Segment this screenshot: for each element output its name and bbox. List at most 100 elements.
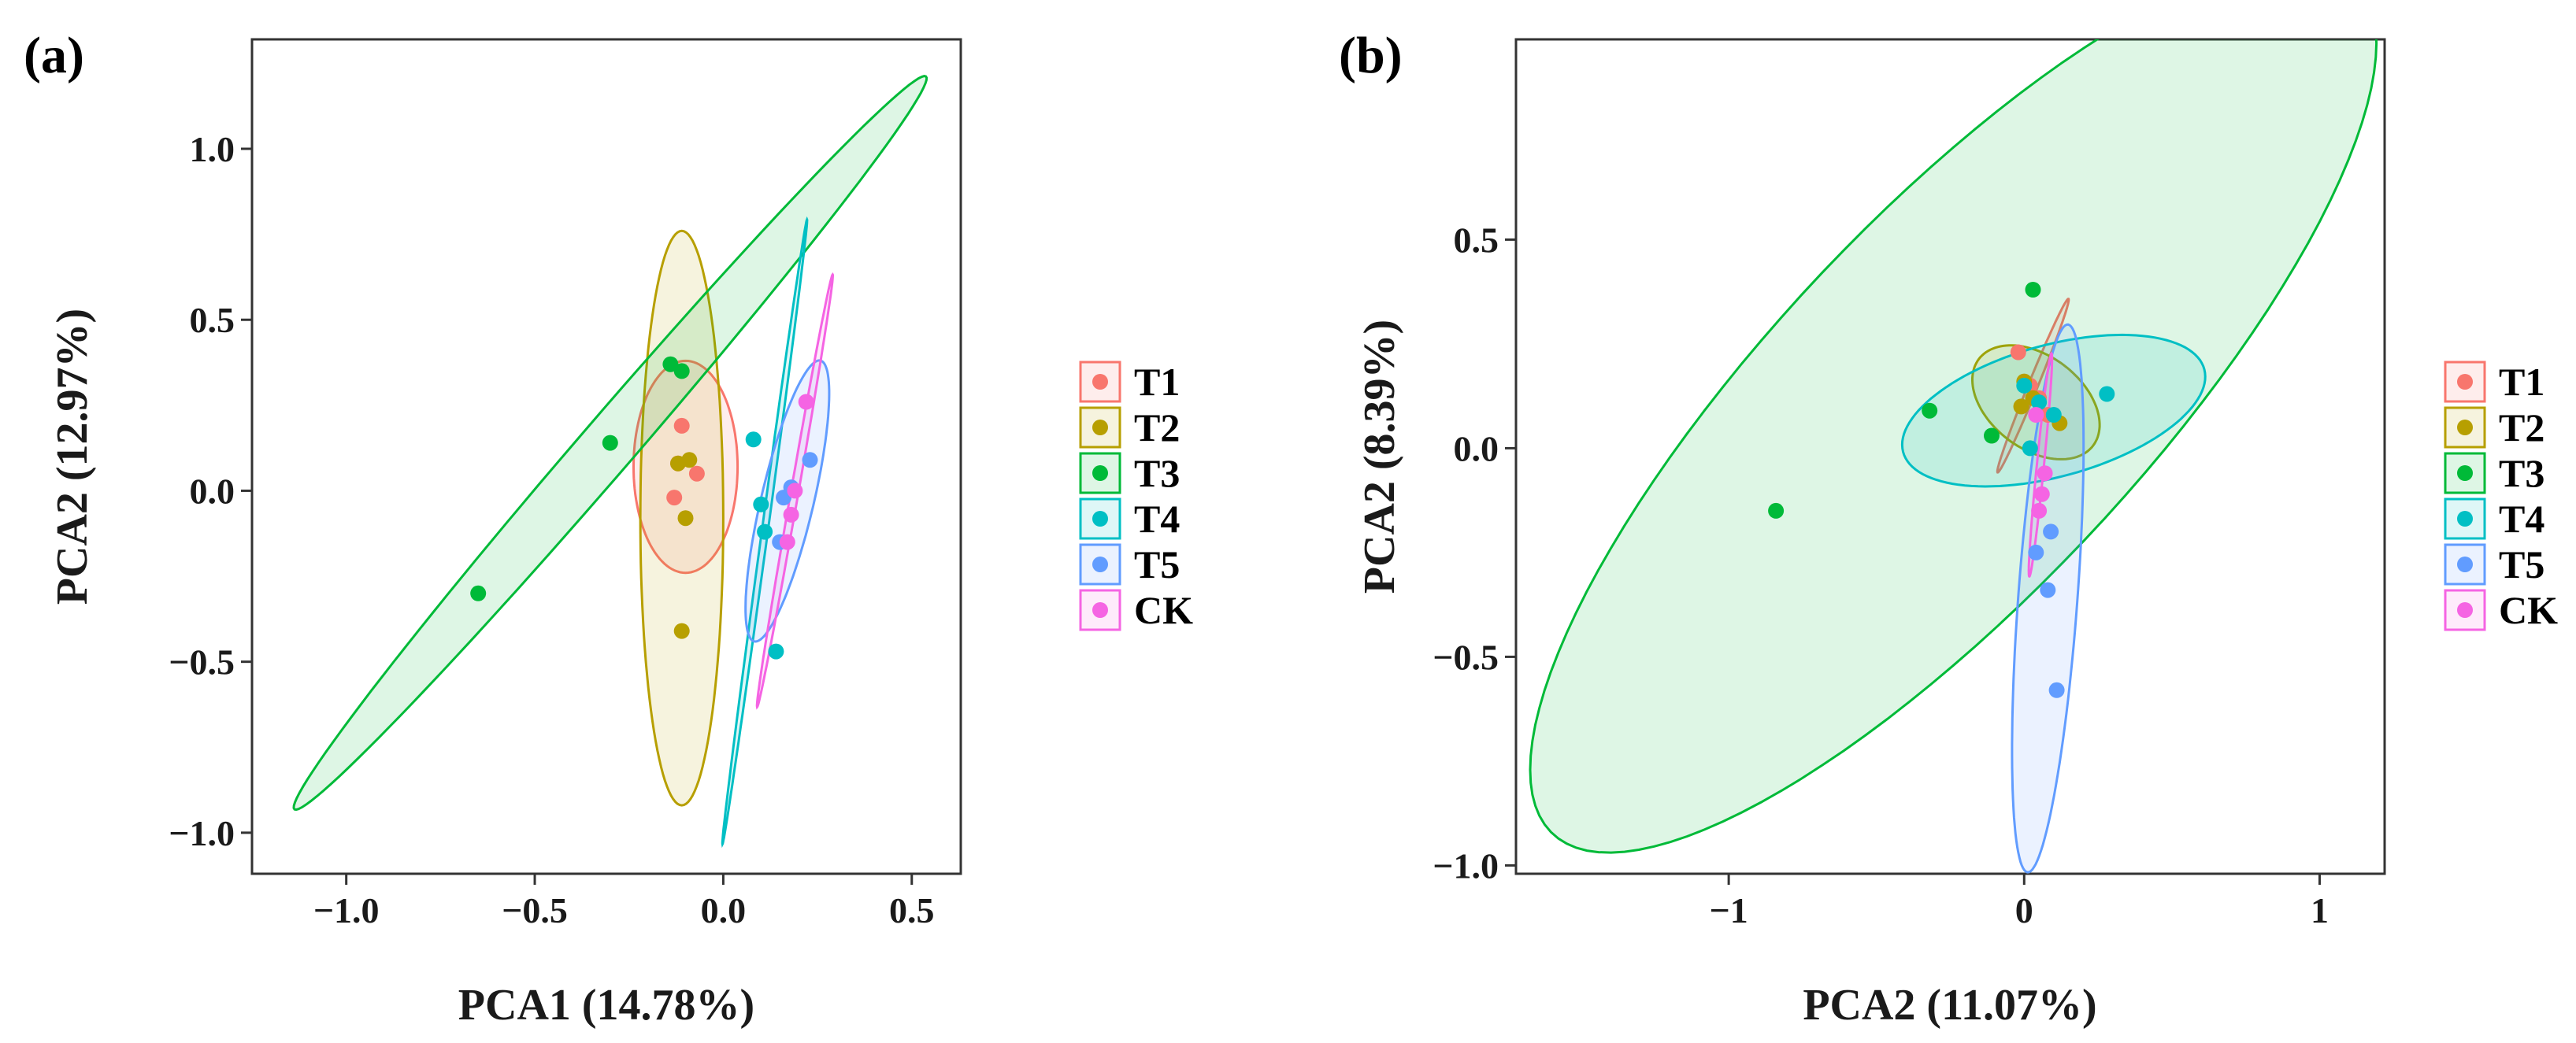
legend-label-ck: CK [1134, 588, 1193, 632]
legend-dot-ck [2457, 602, 2473, 618]
point-t4 [2022, 440, 2038, 457]
point-t4 [768, 643, 784, 660]
legend-dot-t1 [1092, 374, 1108, 390]
legend-key-t5 [2444, 543, 2486, 586]
legend-label-t2: T2 [1134, 405, 1180, 449]
y-tick-label: 0.0 [190, 471, 235, 511]
x-tick-label: −1 [1710, 890, 1748, 930]
y-tick-label: −1.0 [1433, 845, 1499, 886]
y-tick-label: 1.0 [190, 129, 235, 169]
point-t5 [2040, 582, 2056, 598]
scatter-points [1768, 282, 2115, 698]
point-t5 [2028, 544, 2044, 560]
point-t2 [677, 510, 694, 527]
point-t4 [753, 496, 769, 512]
x-axis-label: PCA2 (11.07%) [1803, 981, 2096, 1030]
x-axis-ticks: −1 0 1 [1710, 874, 2329, 930]
legend-label-t5: T5 [1134, 542, 1180, 586]
confidence-ellipses [1529, 39, 2378, 874]
legend-label-t1: T1 [1134, 360, 1180, 404]
scatter-points [470, 356, 818, 660]
y-axis-label: PCA2 (8.39%) [1355, 320, 1404, 594]
panel-b: (b) −1 0 1 −1.0 −0.5 0.0 0.5 PCA2 (11.07%) PC… [1339, 27, 2558, 1030]
legend-dot-ck [1092, 602, 1108, 618]
point-t2 [673, 623, 690, 639]
x-tick-label: 0.0 [701, 890, 747, 930]
point-t2 [670, 455, 686, 472]
legend-label-t2: T2 [2499, 405, 2544, 449]
ellipse-t5 [2011, 323, 2085, 874]
point-ck [779, 534, 795, 550]
y-tick-label: −0.5 [169, 642, 235, 682]
x-tick-label: 0 [2015, 890, 2033, 930]
point-t3 [673, 363, 690, 379]
panel-label: (b) [1339, 27, 1403, 84]
legend-label-ck: CK [2499, 588, 2558, 632]
legend-dot-t5 [1092, 557, 1108, 572]
point-ck [2031, 502, 2048, 519]
point-ck [783, 506, 799, 523]
ellipse-t3 [1529, 39, 2378, 854]
point-t4 [2031, 394, 2048, 411]
point-t5 [2048, 682, 2065, 698]
x-axis-ticks: −1.0 −0.5 0.0 0.5 [313, 874, 935, 930]
legend-dot-t5 [2457, 557, 2473, 572]
point-t3 [1768, 502, 1785, 519]
legend-dot-t4 [1092, 511, 1108, 527]
point-ck [2028, 407, 2044, 423]
confidence-ellipses [292, 75, 928, 849]
legend-label-t4: T4 [2499, 497, 2544, 541]
point-t3 [1922, 402, 1938, 419]
legend-dot-t2 [1092, 420, 1108, 435]
point-ck [2033, 486, 2050, 502]
point-ck [798, 394, 814, 410]
legend-label-t5: T5 [2499, 542, 2544, 586]
y-tick-label: 0.5 [1454, 220, 1499, 260]
y-tick-label: −0.5 [1433, 637, 1499, 677]
legend-label-t1: T1 [2499, 360, 2544, 404]
point-t4 [2099, 386, 2115, 402]
point-t5 [802, 452, 818, 468]
x-tick-label: 1 [2311, 890, 2329, 930]
x-tick-label: 0.5 [889, 890, 935, 930]
legend-dot-t2 [2457, 420, 2473, 435]
x-axis-label: PCA1 (14.78%) [458, 981, 754, 1030]
point-ck [2037, 465, 2053, 482]
y-tick-label: 0.5 [190, 300, 235, 340]
y-tick-label: 0.0 [1454, 428, 1499, 468]
point-t4 [2016, 377, 2033, 394]
legend-dot-t3 [1092, 465, 1108, 481]
point-ck [787, 483, 803, 499]
point-t1 [673, 417, 690, 434]
panel-label: (a) [24, 27, 84, 84]
point-t2 [2013, 398, 2029, 415]
legend-label-t3: T3 [1134, 451, 1180, 495]
legend-dot-t1 [2457, 374, 2473, 390]
point-t1 [688, 465, 705, 482]
y-axis-ticks: −1.0 −0.5 0.0 0.5 [1433, 220, 1516, 886]
plot-frame [250, 38, 962, 875]
legend-dot-t4 [2457, 511, 2473, 527]
point-t3 [2025, 282, 2041, 298]
plot-frame [1514, 38, 2386, 875]
point-t5 [2043, 523, 2059, 540]
legend-label-t4: T4 [1134, 497, 1180, 541]
y-tick-label: −1.0 [169, 813, 235, 853]
point-t1 [2010, 344, 2026, 361]
legend-label-t3: T3 [2499, 451, 2544, 495]
point-t3 [470, 585, 487, 601]
point-t4 [757, 523, 773, 540]
y-axis-ticks: −1.0 −0.5 0.0 0.5 1.0 [169, 129, 252, 853]
point-t3 [1984, 427, 2000, 444]
point-t3 [662, 356, 679, 372]
point-t1 [666, 490, 683, 506]
x-tick-label: −0.5 [502, 890, 568, 930]
point-t4 [2045, 407, 2062, 423]
point-t5 [776, 490, 791, 506]
x-tick-label: −1.0 [313, 890, 380, 930]
y-axis-label: PCA2 (12.97%) [48, 309, 97, 605]
point-t4 [745, 431, 762, 448]
